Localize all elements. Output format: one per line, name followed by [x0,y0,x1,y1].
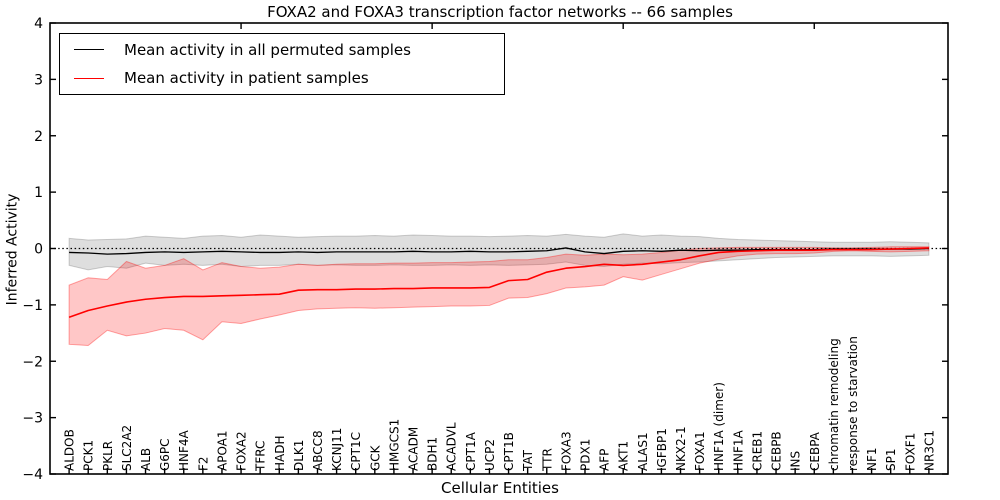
x-category-label: NF1 [865,447,879,471]
y-tick-label: 3 [34,72,43,88]
x-category-label: chromatin remodeling [827,338,841,471]
x-category-label: ALB [139,448,153,471]
x-category-label: HADH [273,436,287,472]
x-category-label: IGFBP1 [655,428,669,471]
x-category-label: APOA1 [215,430,229,471]
x-category-label: SP1 [884,449,898,472]
y-axis-label: Inferred Activity [4,193,21,306]
x-category-label: ABCC8 [311,430,325,471]
x-category-label: HNF1A (dimer) [712,382,726,471]
x-category-label: ALDOB [63,429,77,471]
x-category-label: CPT1A [464,431,478,471]
x-category-label: KCNJ11 [330,428,344,471]
legend-label-patient: Mean activity in patient samples [124,69,369,88]
x-category-label: BDH1 [426,437,440,471]
x-category-label: SLC2A2 [120,425,134,471]
x-category-label: AKT1 [617,441,631,471]
x-category-label: HNF1A [731,429,745,471]
x-category-label: CEBPA [808,431,822,471]
patient-band [68,246,930,346]
y-tick-label: 2 [34,129,43,145]
x-category-label: AFP [598,449,612,471]
x-category-label: CPT1B [502,432,516,471]
x-category-label: PCK1 [82,440,96,471]
y-tick-label: −4 [22,467,43,483]
x-category-label: ACADVL [445,422,459,471]
x-category-label: CREB1 [750,431,764,471]
permuted-line-sample [74,49,104,51]
x-category-label: NR3C1 [922,430,936,471]
legend-item-permuted: Mean activity in all permuted samples [60,37,504,63]
x-category-label: FOXA3 [559,431,573,471]
x-category-label: FOXA2 [235,431,249,471]
x-category-label: response to starvation [846,336,860,471]
x-category-label: PKLR [101,441,115,471]
x-category-label: HNF4A [177,429,191,471]
patient-line-sample [74,77,104,79]
y-tick-label: 4 [34,16,43,32]
patient-mean-line [68,247,929,319]
x-category-label: PDX1 [578,439,592,471]
legend-item-patient: Mean activity in patient samples [60,65,504,91]
x-category-label: FOXA1 [693,431,707,471]
legend: Mean activity in all permuted samples Me… [59,33,505,95]
x-category-label: TAT [521,449,535,472]
x-category-label: NKX2-1 [674,426,688,471]
y-tick-label: −3 [22,411,43,427]
x-category-label: G6PC [158,438,172,471]
x-category-label: F2 [196,456,210,471]
x-axis-label: Cellular Entities [441,479,559,497]
x-category-label: CPT1C [349,432,363,471]
x-category-label: FOXF1 [903,433,917,471]
chart-title: FOXA2 and FOXA3 transcription factor net… [267,3,733,21]
x-category-label: GCK [368,444,382,471]
x-category-label: ALAS1 [636,432,650,471]
legend-label-permuted: Mean activity in all permuted samples [124,40,411,59]
x-category-label: DLK1 [292,440,306,471]
x-category-label: ACADM [407,427,421,471]
x-category-label: UCP2 [483,439,497,471]
y-tick-label: 0 [34,242,43,258]
y-tick-label: −1 [22,298,43,314]
x-category-label: CEBPB [770,431,784,471]
x-category-label: HMGCS1 [387,419,401,471]
y-tick-label: −2 [22,354,43,370]
x-category-label: TTR [540,448,554,472]
x-category-label: INS [789,451,803,471]
y-tick-label: 1 [34,185,43,201]
x-category-label: TFRC [254,441,268,472]
